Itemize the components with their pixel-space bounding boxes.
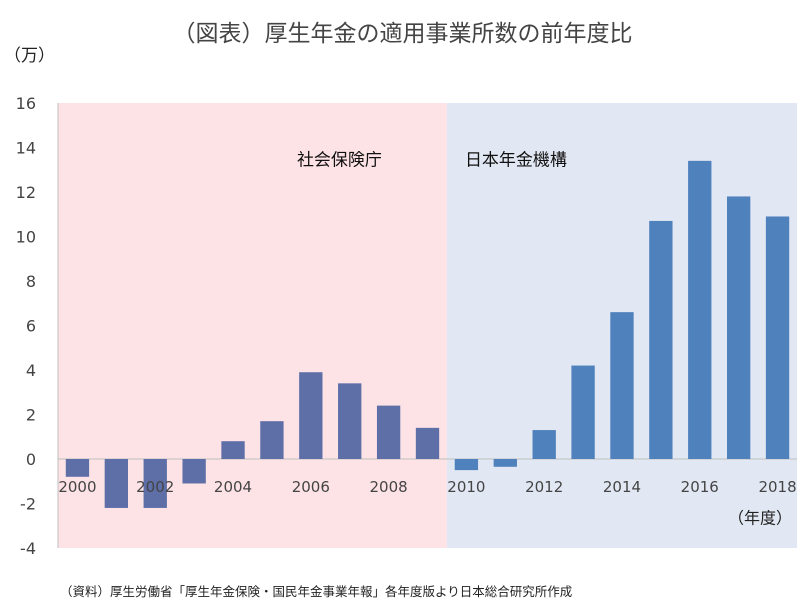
bar-2002 (143, 459, 167, 508)
x-tick-label: 2000 (58, 478, 96, 496)
bars (65, 160, 790, 508)
bar-2012 (532, 430, 556, 459)
bar-2005 (260, 421, 284, 459)
y-axis-unit-label: （万） (4, 46, 55, 66)
x-tick-label: 2016 (681, 478, 719, 496)
bar-2011 (493, 459, 517, 467)
x-tick-label: 2018 (758, 478, 796, 496)
y-tick-label: 16 (16, 94, 36, 113)
bar-2001 (104, 459, 129, 508)
bar-2003 (182, 459, 206, 484)
bar-2014 (610, 312, 634, 459)
x-tick-label: 2004 (214, 478, 252, 496)
y-tick-label: 2 (26, 406, 36, 425)
y-tick-label: 10 (16, 228, 36, 247)
x-tick-label: 2010 (447, 478, 485, 496)
y-tick-label: 12 (16, 183, 36, 202)
y-tick-label: 8 (26, 272, 36, 291)
y-tick-label: -4 (20, 539, 36, 558)
bar-2000 (65, 459, 90, 477)
x-axis-title: （年度） (728, 509, 792, 528)
y-tick-label: 6 (26, 317, 36, 336)
y-tick-label: 0 (26, 450, 36, 469)
bar-2008 (376, 405, 401, 459)
bar-2004 (221, 441, 245, 459)
y-tick-label: 14 (16, 139, 36, 158)
bar-2006 (299, 372, 323, 459)
bar-2015 (649, 220, 673, 459)
labels: 社会保険庁 日本年金機構 -4 -2 0 2 4 6 8 10 12 14 16 2000 2002 2004… (16, 94, 797, 558)
x-tick-label: 2014 (603, 478, 641, 496)
y-tick-label: -2 (20, 495, 36, 514)
x-tick-label: 2012 (525, 478, 563, 496)
x-tick-label: 2008 (370, 478, 408, 496)
bar-2017 (726, 196, 751, 459)
bar-2009 (415, 427, 440, 459)
y-tick-label: 4 (26, 361, 36, 380)
era-label-2: 日本年金機構 (465, 150, 567, 170)
source-note: （資料）厚生労働省「厚生年金保険・国民年金事業年報」各年度版より日本総合研究所作… (60, 584, 573, 599)
bar-2010 (454, 459, 479, 471)
bar-2018 (765, 216, 790, 459)
x-tick-label: 2006 (292, 478, 330, 496)
era-label-1: 社会保険庁 (297, 150, 382, 170)
bar-2013 (571, 365, 595, 459)
bar-2016 (688, 160, 712, 459)
x-tick-label: 2002 (136, 478, 174, 496)
bar-2007 (338, 383, 362, 459)
chart-title: （図表）厚生年金の適用事業所数の前年度比 (172, 21, 633, 47)
